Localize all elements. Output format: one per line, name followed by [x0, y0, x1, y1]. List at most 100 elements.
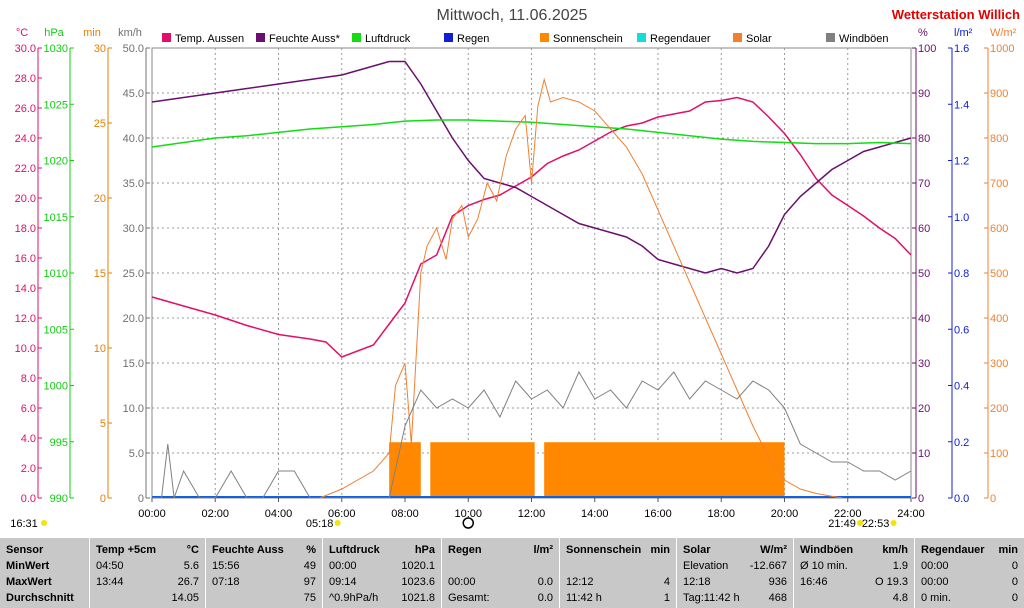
right-axis-tick-label: 0.8 — [954, 268, 969, 280]
right-axis-tick-label: 0.2 — [954, 437, 969, 449]
min-label: MinWert — [6, 560, 50, 572]
legend-swatch — [256, 33, 265, 42]
cell-time: Elevation — [683, 560, 729, 572]
left-axis-tick-label: 50.0 — [123, 43, 144, 55]
right-axis-tick-label: 100 — [990, 448, 1008, 460]
right-axis-tick-label: 200 — [990, 403, 1008, 415]
cell-value: 1 — [663, 592, 670, 604]
left-axis-tick-label: 0.0 — [21, 493, 36, 505]
series-line — [151, 96, 912, 358]
series-line — [152, 370, 912, 499]
left-axis-tick-label: 995 — [50, 437, 68, 449]
sun-marker-icon — [334, 520, 341, 526]
legend-label: Regendauer — [650, 33, 711, 45]
regen-column: Regen l/m² 00:00 0.0 Gesamt: 0.0 — [442, 538, 559, 608]
station-brand: Wetterstation Willich — [892, 7, 1020, 22]
legend-label: Regen — [457, 33, 489, 45]
cell-value: -12.667 — [749, 560, 787, 572]
cell-time: 12:18 — [683, 576, 711, 588]
legend-swatch — [444, 33, 453, 42]
cell-value: O 19.3 — [874, 576, 908, 588]
right-axis-tick-label: 1.0 — [954, 212, 969, 224]
noon-marker-icon — [462, 517, 474, 529]
cell-value: 4 — [663, 576, 670, 588]
left-axis-tick-label: 16.0 — [15, 253, 36, 265]
right-axis-tick-label: 1.6 — [954, 43, 969, 55]
x-axis-tick-label: 10:00 — [454, 508, 482, 520]
x-axis-tick-label: 06:00 — [328, 508, 356, 520]
left-axis-tick-label: 15 — [94, 268, 106, 280]
right-axis-tick-label: 300 — [990, 358, 1008, 370]
right-axis-tick-label: 0.0 — [954, 493, 969, 505]
right-axis-tick-label: 60 — [918, 223, 930, 235]
right-axis-tick-label: 80 — [918, 133, 930, 145]
column-title: Temp +5cm — [96, 544, 157, 556]
left-axis-tick-label: 24.0 — [15, 133, 36, 145]
left-axis-tick-label: 0 — [138, 493, 144, 505]
column-title: Solar — [683, 544, 711, 556]
left-axis-tick-label: 10.0 — [15, 343, 36, 355]
time-marker-label: 21:49 — [828, 518, 856, 530]
cell-value: 468 — [768, 592, 787, 604]
cell-value: 26.7 — [177, 576, 199, 588]
left-axis-tick-label: 26.0 — [15, 103, 36, 115]
legend-swatch — [826, 33, 835, 42]
x-axis-tick-label: 12:00 — [518, 508, 546, 520]
sensor-column: Sensor MinWert MaxWert Durchschnitt — [0, 538, 88, 608]
left-axis-tick-label: 40.0 — [123, 133, 144, 145]
column-unit: l/m² — [533, 544, 553, 556]
column-unit: °C — [186, 544, 199, 556]
x-axis-tick-label: 02:00 — [201, 508, 229, 520]
left-axis-tick-label: 28.0 — [15, 73, 36, 85]
time-marker-label: 16:31 — [10, 518, 38, 530]
right-axis-tick-label: 50 — [918, 268, 930, 280]
left-axis-tick-label: 10.0 — [123, 403, 144, 415]
left-axis-tick-label: 4.0 — [21, 433, 36, 445]
cell-time: 13:44 — [96, 576, 124, 588]
left-axis-tick-label: 8.0 — [21, 373, 36, 385]
luftdruck-column: Luftdruck hPa 00:00 1020.1 09:14 1023.6 ^0.9hP… — [323, 538, 441, 608]
sensor-header: Sensor — [6, 544, 44, 556]
solar-column: Solar W/m² Elevation -12.667 12:18 936 Tag:11:… — [677, 538, 793, 608]
left-axis-tick-label: 12.0 — [15, 313, 36, 325]
axes: °C 0.0 2.0 4.0 6.0 8.0 10.0 12.0 14.0 16.0 18.0 20.… — [15, 27, 1017, 520]
series-line — [151, 119, 912, 148]
right-axis-tick-label: 0.6 — [954, 324, 969, 336]
cell-time: 11:42 h — [566, 592, 602, 604]
left-axis-tick-label: 2.0 — [21, 463, 36, 475]
sonne-column: Sonnenschein min 12:12 4 11:42 h 1 — [560, 538, 676, 608]
left-axis-tick-label: 45.0 — [123, 88, 144, 100]
left-axis-tick-label: 25 — [94, 118, 106, 130]
cell-time: Gesamt: — [448, 592, 490, 604]
cell-value: 49 — [303, 560, 316, 572]
left-axis-tick-label: 22.0 — [15, 163, 36, 175]
max-label: MaxWert — [6, 576, 52, 588]
right-axis-tick-label: 900 — [990, 88, 1008, 100]
right-axis-tick-label: 0 — [990, 493, 996, 505]
left-axis-tick-label: 18.0 — [15, 223, 36, 235]
right-axis-unit: W/m² — [990, 27, 1017, 39]
column-unit: min — [650, 544, 670, 556]
right-axis-tick-label: 1.4 — [954, 99, 969, 111]
right-axis-unit: % — [918, 27, 928, 39]
cell-value: 936 — [768, 576, 787, 588]
column-title: Regen — [448, 544, 482, 556]
column-unit: km/h — [882, 544, 908, 556]
avg-label: Durchschnitt — [6, 592, 74, 604]
legend-label: Windböen — [839, 33, 889, 45]
right-axis-unit: l/m² — [954, 27, 973, 39]
left-axis-tick-label: 1015 — [44, 212, 68, 224]
series-line — [319, 77, 843, 499]
left-axis-tick-label: 20.0 — [123, 313, 144, 325]
x-axis-tick-label: 00:00 — [138, 508, 166, 520]
sunshine-bar — [430, 442, 535, 498]
cell-time: 00:00 — [921, 560, 949, 572]
cell-time: Tag:11:42 h — [683, 592, 740, 604]
column-unit: W/m² — [760, 544, 787, 556]
grid — [151, 47, 912, 499]
cell-value: 0 — [1011, 592, 1018, 604]
cell-value: 0 — [1011, 560, 1018, 572]
left-axis-tick-label: 1025 — [44, 99, 68, 111]
x-axis-tick-label: 16:00 — [644, 508, 672, 520]
cell-time: 0 min. — [921, 592, 951, 604]
